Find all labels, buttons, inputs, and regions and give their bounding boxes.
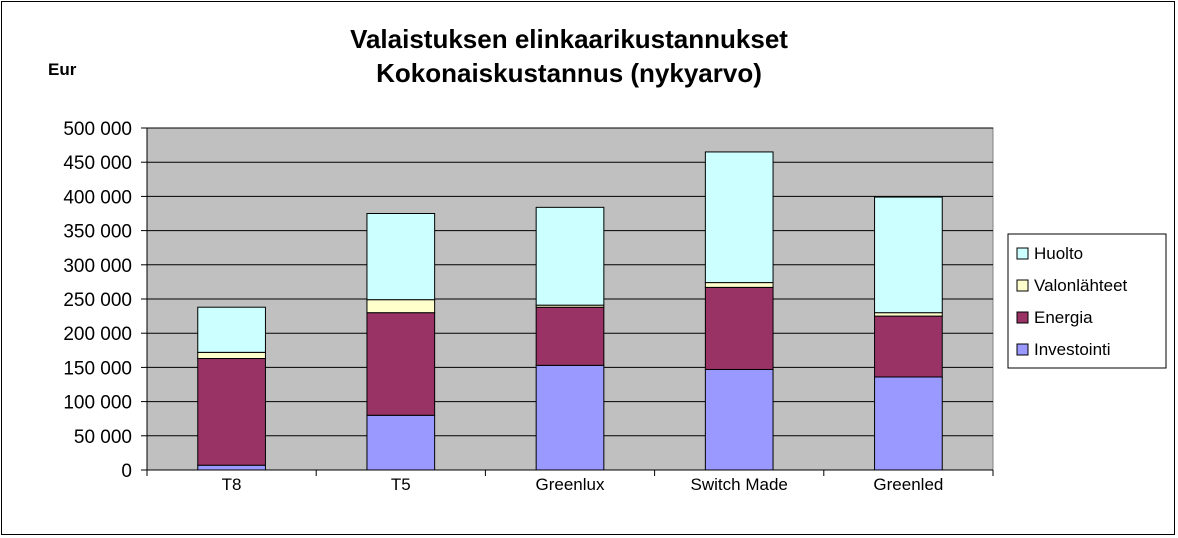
legend-swatch [1016, 247, 1029, 260]
legend: Huolto Valonlähteet Energia Investointi [1007, 233, 1167, 369]
bar-segment [366, 414, 436, 471]
y-axis-label: Eur [48, 60, 77, 79]
bar-segment [704, 368, 774, 471]
x-tick-label: Switch Made [691, 475, 788, 494]
bar-segment [366, 213, 436, 301]
y-tick-label: 450 000 [63, 153, 132, 174]
bar-segment [535, 206, 605, 306]
y-tick-label: 150 000 [63, 358, 132, 379]
legend-label: Energia [1034, 308, 1093, 327]
legend-swatch [1016, 311, 1029, 324]
legend-box [1007, 233, 1167, 369]
bar-segment [704, 286, 774, 370]
bar-segment [535, 306, 605, 366]
bar-segment [704, 282, 774, 288]
legend-swatch [1016, 279, 1029, 292]
bar-segment [366, 299, 436, 314]
legend-label: Valonlähteet [1034, 276, 1128, 295]
y-tick-label: 350 000 [63, 222, 132, 243]
bar-segment [197, 351, 266, 360]
bar-segment [535, 364, 605, 471]
bar-segment [874, 196, 943, 314]
y-tick-label: 300 000 [63, 256, 132, 277]
y-tick-label: 200 000 [63, 324, 132, 345]
y-tick-label: 400 000 [63, 187, 132, 208]
x-tick-label: Greenled [873, 475, 943, 494]
x-tick-label: Greenlux [536, 475, 605, 494]
bar-segment [874, 315, 943, 378]
y-tick-label: 100 000 [63, 393, 132, 414]
bar-segment [366, 312, 436, 416]
plot-area: 0 50 000 100 000 150 000 200 000 250 000 300 0… [63, 119, 994, 494]
x-tick-label: T8 [222, 475, 242, 494]
bar-segment [197, 306, 266, 353]
y-tick-label: 0 [121, 461, 132, 482]
legend-label: Huolto [1034, 244, 1083, 263]
y-tick-label: 500 000 [63, 119, 132, 140]
bar-segment [874, 376, 943, 471]
y-tick-label: 250 000 [63, 290, 132, 311]
chart-title-line-2: Kokonaiskustannus (nykyarvo) [376, 58, 762, 88]
chart-title-line-1: Valaistuksen elinkaarikustannukset [350, 24, 788, 54]
legend-swatch [1016, 343, 1029, 356]
x-tick-label: T5 [391, 475, 411, 494]
legend-label: Investointi [1034, 340, 1111, 359]
bar-segment [874, 312, 943, 317]
bar-segment [197, 464, 266, 471]
bar-segment [704, 151, 774, 284]
y-tick-label: 50 000 [74, 427, 132, 448]
bar-segment [197, 358, 266, 466]
